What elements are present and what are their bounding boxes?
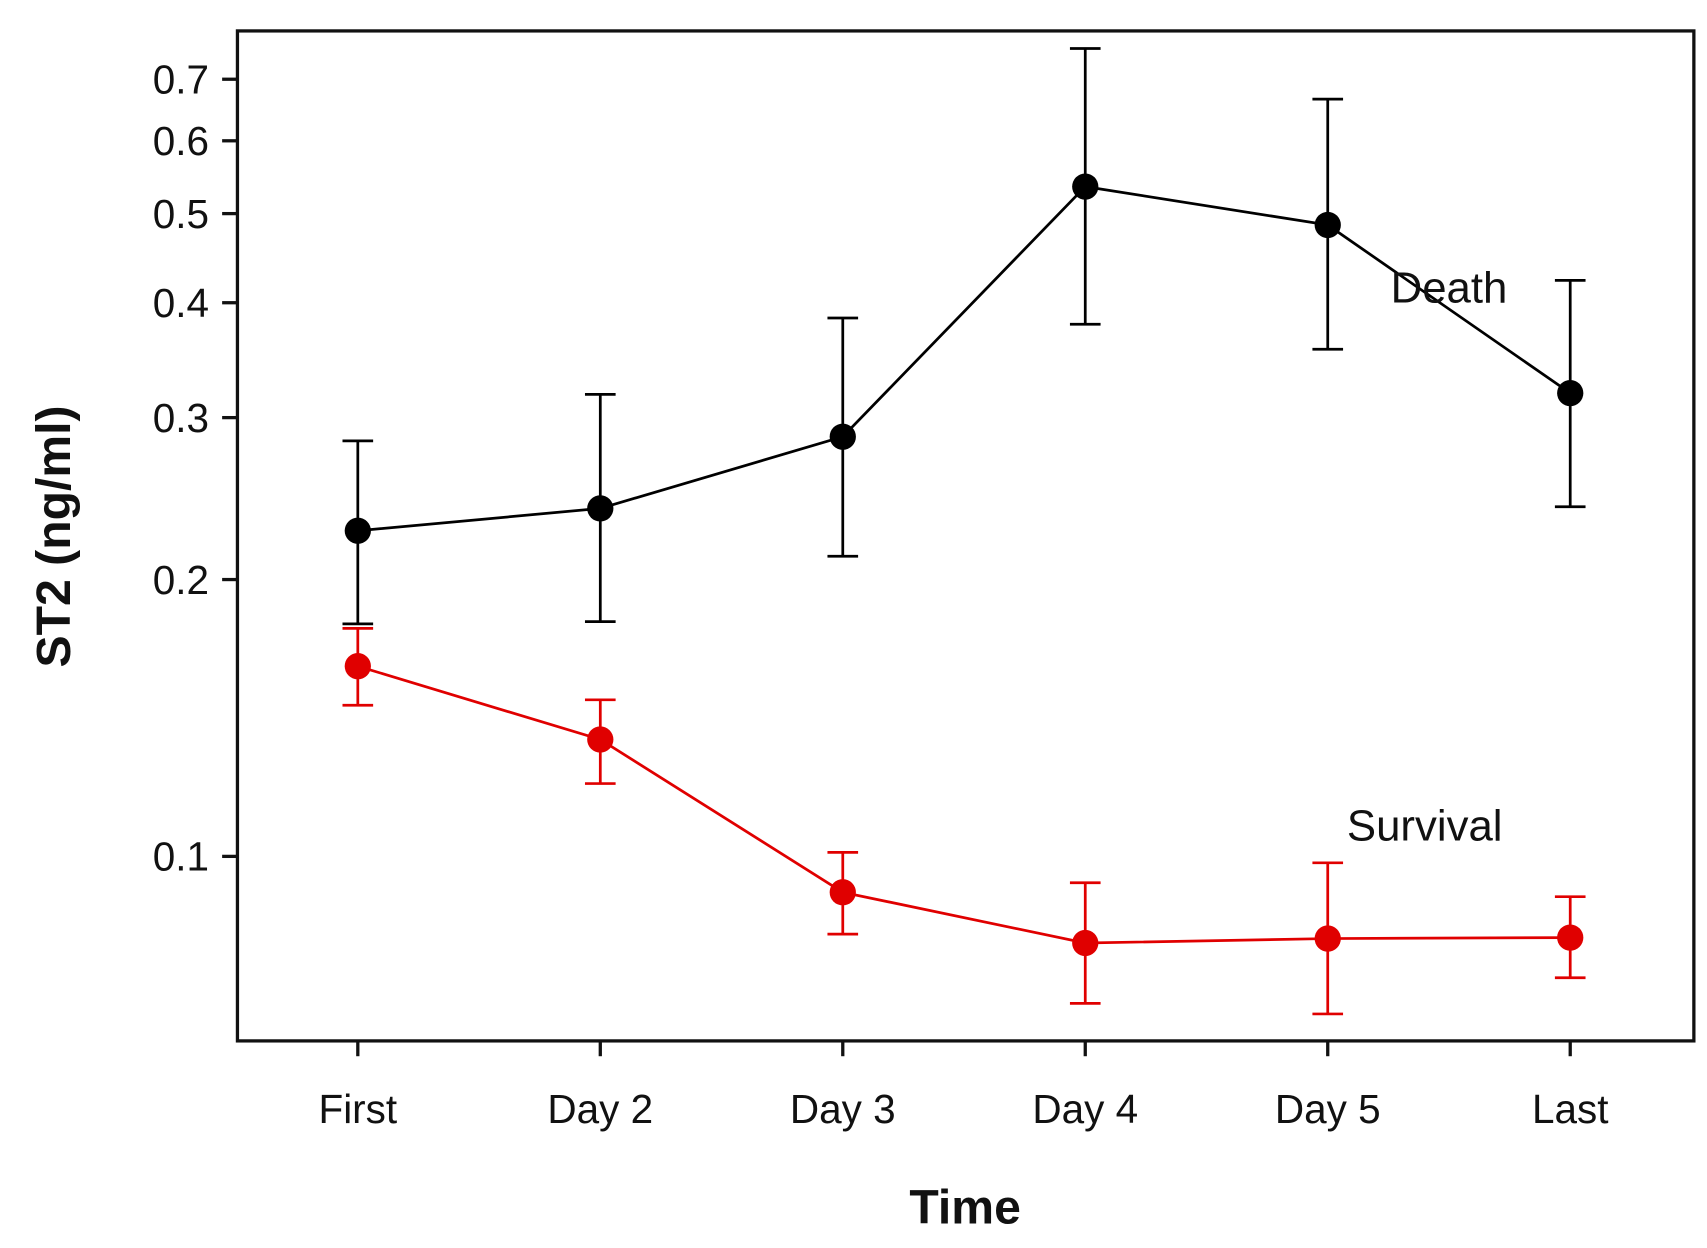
x-tick-label: Last bbox=[1532, 1086, 1609, 1132]
data-point bbox=[1314, 925, 1341, 952]
series-line bbox=[357, 185, 1572, 533]
data-point bbox=[1072, 173, 1099, 200]
x-axis-title: Time bbox=[909, 1181, 1020, 1235]
data-point bbox=[829, 423, 856, 450]
y-tick-label: 0.3 bbox=[153, 395, 209, 441]
series-label: Death bbox=[1391, 264, 1508, 313]
series-survival: Survival bbox=[342, 626, 1586, 1016]
x-tick-label: Day 2 bbox=[547, 1086, 653, 1132]
data-point bbox=[1314, 211, 1341, 239]
data-point bbox=[344, 653, 371, 680]
y-tick-label: 0.5 bbox=[153, 191, 209, 237]
data-point bbox=[587, 495, 614, 522]
data-point bbox=[1072, 929, 1099, 957]
y-tick-label: 0.4 bbox=[153, 280, 209, 326]
y-axis-title: ST2 (ng/ml) bbox=[27, 405, 81, 667]
data-point bbox=[587, 726, 614, 753]
x-tick-label: Day 4 bbox=[1032, 1086, 1138, 1132]
y-tick-label: 0.7 bbox=[153, 56, 209, 102]
y-tick-label: 0.2 bbox=[153, 557, 209, 603]
data-point bbox=[829, 879, 856, 906]
y-tick-label: 0.6 bbox=[153, 118, 209, 164]
series-line bbox=[357, 664, 1571, 945]
y-tick-label: 0.1 bbox=[153, 834, 209, 880]
x-tick-label: Day 3 bbox=[790, 1086, 896, 1132]
series-death: Death bbox=[342, 47, 1586, 626]
data-point bbox=[1557, 379, 1584, 407]
data-point bbox=[1557, 924, 1584, 951]
x-tick-label: Day 5 bbox=[1275, 1086, 1381, 1132]
plot-frame bbox=[235, 29, 1696, 1043]
data-point bbox=[344, 517, 371, 544]
x-tick-label: First bbox=[318, 1086, 397, 1132]
series-label: Survival bbox=[1347, 802, 1503, 851]
